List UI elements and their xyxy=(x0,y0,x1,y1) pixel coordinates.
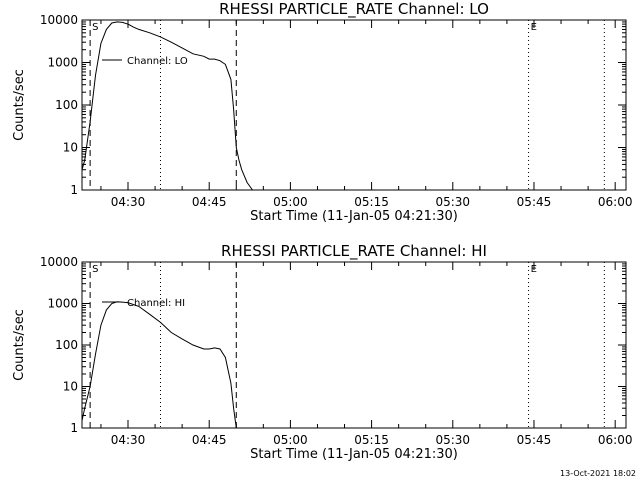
legend-label: Channel: LO xyxy=(127,56,188,67)
start-marker: S xyxy=(92,22,98,33)
x-tick-label: 04:30 xyxy=(111,195,146,209)
y-tick-label: 1000 xyxy=(47,56,78,70)
panel-lo: RHESSI PARTICLE_RATE Channel: LO 1 10 100 10… xyxy=(12,0,632,224)
x-tick-label: 04:30 xyxy=(111,433,146,447)
panel-hi: RHESSI PARTICLE_RATE Channel: HI 1 10 100 10… xyxy=(12,242,632,462)
y-tick-label: 10000 xyxy=(40,13,78,27)
x-tick-label: 05:00 xyxy=(273,195,308,209)
x-tick-label: 04:45 xyxy=(192,433,227,447)
chart-title: RHESSI PARTICLE_RATE Channel: HI xyxy=(221,242,487,261)
y-tick-label: 10 xyxy=(63,141,78,155)
legend-label: Channel: HI xyxy=(127,298,185,309)
x-tick-label: 05:30 xyxy=(435,433,470,447)
y-axis-label: Counts/sec xyxy=(12,309,27,381)
start-marker: S xyxy=(92,264,98,275)
x-tick-label: 05:00 xyxy=(273,433,308,447)
y-axis-label: Counts/sec xyxy=(12,69,27,141)
x-axis-label: Start Time (11-Jan-05 04:21:30) xyxy=(250,209,458,224)
x-tick-label: 06:00 xyxy=(598,433,633,447)
y-tick-label: 10 xyxy=(63,380,78,394)
series-line xyxy=(81,301,237,429)
plot-frame xyxy=(81,19,627,191)
series-line xyxy=(81,21,253,191)
x-tick-label: 04:45 xyxy=(192,195,227,209)
y-tick-label: 100 xyxy=(55,338,78,352)
x-tick-label: 05:30 xyxy=(435,195,470,209)
y-tick-label: 1 xyxy=(70,421,78,435)
end-marker: E xyxy=(531,22,537,33)
y-tick-label: 100 xyxy=(55,98,78,112)
plot-frame xyxy=(81,261,627,429)
x-tick-label: 05:15 xyxy=(354,433,389,447)
y-tick-label: 1000 xyxy=(47,297,78,311)
x-tick-label: 06:00 xyxy=(598,195,633,209)
x-tick-label: 05:45 xyxy=(517,433,552,447)
chart-title: RHESSI PARTICLE_RATE Channel: LO xyxy=(219,0,489,19)
y-tick-label: 10000 xyxy=(40,255,78,269)
x-tick-label: 05:15 xyxy=(354,195,389,209)
x-axis-label: Start Time (11-Jan-05 04:21:30) xyxy=(250,447,458,462)
y-tick-label: 1 xyxy=(70,183,78,197)
x-tick-label: 05:45 xyxy=(517,195,552,209)
footer-timestamp: 13-Oct-2021 18:02 xyxy=(560,469,636,478)
end-marker: E xyxy=(531,264,537,275)
